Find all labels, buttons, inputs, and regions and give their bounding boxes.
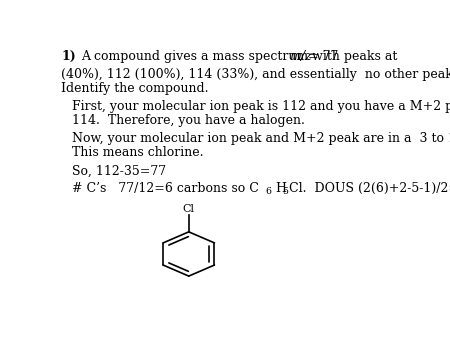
- Text: Cl.  DOUS (2(6)+2-5-1)/2=4: Cl. DOUS (2(6)+2-5-1)/2=4: [289, 183, 450, 195]
- Text: 6: 6: [266, 187, 271, 196]
- Text: 1): 1): [62, 50, 76, 63]
- Text: This means chlorine.: This means chlorine.: [72, 146, 203, 160]
- Text: Cl: Cl: [183, 203, 195, 214]
- Text: # C’s   77/12=6 carbons so C: # C’s 77/12=6 carbons so C: [72, 183, 259, 195]
- Text: m/z: m/z: [289, 50, 311, 63]
- Text: So, 112-35=77: So, 112-35=77: [72, 165, 166, 178]
- Text: Identify the compound.: Identify the compound.: [62, 82, 209, 95]
- Text: 5: 5: [283, 187, 288, 196]
- Text: First, your molecular ion peak is 112 and you have a M+2 peak at: First, your molecular ion peak is 112 an…: [72, 100, 450, 113]
- Text: = 77: = 77: [304, 50, 338, 63]
- Text: A compound gives a mass spectrum with peaks at: A compound gives a mass spectrum with pe…: [81, 50, 402, 63]
- Text: H: H: [275, 183, 286, 195]
- Text: (40%), 112 (100%), 114 (33%), and essentially  no other peaks.: (40%), 112 (100%), 114 (33%), and essent…: [62, 68, 450, 81]
- Text: 114.  Therefore, you have a halogen.: 114. Therefore, you have a halogen.: [72, 114, 305, 127]
- Text: Now, your molecular ion peak and M+2 peak are in a  3 to 1 ratio.: Now, your molecular ion peak and M+2 pea…: [72, 132, 450, 145]
